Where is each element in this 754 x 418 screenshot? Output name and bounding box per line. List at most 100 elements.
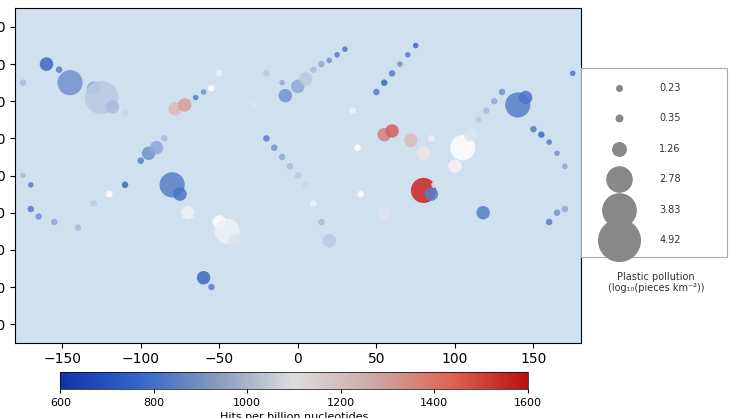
Point (315, 219, 327, 225)
Point (135, 157, 147, 164)
Point (260, 70, 272, 77)
Text: Plastic pollution
(log₁₀(pieces km⁻²)): Plastic pollution (log₁₀(pieces km⁻²)) (608, 272, 704, 293)
Text: 4.92: 4.92 (659, 235, 681, 245)
Point (418, 150, 430, 157)
Point (103, 191, 115, 197)
Point (198, 89, 210, 95)
Point (551, 150, 563, 157)
Point (268, 144, 280, 151)
FancyBboxPatch shape (581, 68, 728, 257)
Point (229, 237, 241, 244)
Point (96, 94, 108, 101)
Point (512, 102, 524, 108)
Point (480, 107, 492, 114)
Point (418, 187, 430, 194)
Point (221, 228, 233, 234)
Point (379, 79, 391, 86)
Point (299, 181, 311, 188)
Point (150, 144, 162, 151)
Point (535, 131, 547, 138)
Point (405, 137, 417, 144)
Point (339, 46, 351, 53)
Text: 2.78: 2.78 (659, 174, 681, 184)
Point (457, 144, 469, 151)
Point (520, 94, 532, 101)
Point (166, 181, 178, 188)
Point (248, 102, 260, 108)
Point (464, 131, 477, 138)
Point (386, 127, 398, 134)
Point (315, 61, 327, 67)
Point (179, 102, 191, 108)
Point (205, 85, 217, 92)
Point (158, 135, 170, 142)
Point (527, 126, 539, 133)
Point (25, 181, 37, 188)
Text: 1.26: 1.26 (659, 144, 681, 154)
Point (386, 70, 398, 77)
X-axis label: Hits per billion nucleotides: Hits per billion nucleotides (220, 412, 368, 418)
Point (425, 135, 437, 142)
Point (488, 98, 500, 104)
Point (143, 150, 155, 157)
Point (72, 224, 84, 231)
Point (279, 92, 291, 99)
Point (402, 51, 414, 58)
Point (354, 191, 366, 197)
Point (428, 181, 440, 188)
Point (567, 70, 579, 77)
Point (543, 219, 555, 225)
Point (331, 51, 343, 58)
Point (182, 209, 194, 216)
Point (169, 105, 181, 112)
Point (292, 172, 304, 179)
Point (292, 83, 304, 90)
Point (323, 237, 336, 244)
Point (379, 131, 391, 138)
Point (106, 104, 118, 110)
Point (477, 209, 489, 216)
Point (425, 191, 437, 197)
Point (17, 79, 29, 86)
Point (394, 61, 406, 67)
Point (496, 89, 508, 95)
Point (559, 206, 571, 212)
Point (87, 200, 100, 207)
Point (25, 206, 37, 212)
Point (64, 79, 76, 86)
Point (299, 76, 311, 82)
Point (308, 200, 320, 207)
Point (551, 209, 563, 216)
Point (53, 66, 65, 73)
Text: 0.35: 0.35 (659, 113, 681, 123)
Point (198, 274, 210, 281)
Point (213, 219, 225, 225)
Point (347, 107, 359, 114)
Point (17, 172, 29, 179)
Point (48, 219, 60, 225)
Text: 0.23: 0.23 (659, 83, 681, 93)
Point (351, 144, 363, 151)
Point (323, 57, 336, 64)
Point (87, 85, 100, 92)
Point (41, 61, 53, 67)
Point (284, 163, 296, 170)
Point (190, 94, 202, 101)
Text: 3.83: 3.83 (659, 205, 681, 215)
Point (260, 135, 272, 142)
Point (409, 42, 421, 49)
Point (205, 284, 217, 291)
Point (370, 89, 382, 95)
Point (276, 79, 288, 86)
Point (473, 117, 485, 123)
Point (32, 213, 44, 220)
Point (449, 163, 461, 170)
Point (174, 191, 186, 197)
Point (213, 70, 225, 77)
Point (379, 209, 391, 216)
Point (119, 181, 131, 188)
Point (543, 139, 555, 145)
Point (559, 163, 571, 170)
Point (119, 109, 131, 116)
Point (308, 66, 320, 73)
